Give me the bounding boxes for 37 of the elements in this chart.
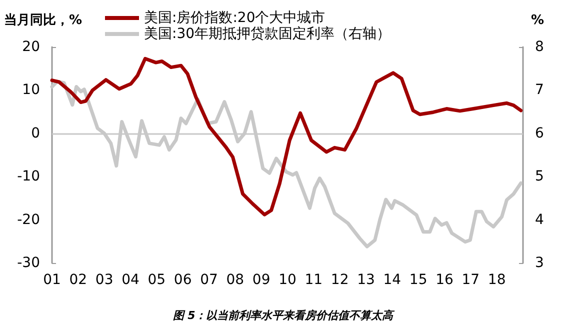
x-tick-label: 13 <box>357 272 375 288</box>
legend-label: 美国:30年期抵押贷款固定利率（右轴） <box>144 26 391 42</box>
y-tick-label: -30 <box>17 255 40 271</box>
y-tick-label: -20 <box>17 212 40 228</box>
x-tick-label: 12 <box>330 272 349 288</box>
line-series <box>50 80 523 248</box>
y2-tick-label: 6 <box>535 125 544 142</box>
x-tick-label: 10 <box>278 272 296 288</box>
line-series <box>50 56 523 216</box>
caption: 图 5：以当前利率水平来看房价估值不算太高 <box>172 309 396 322</box>
x-tick-label: 16 <box>436 272 454 288</box>
y-tick-label: 0 <box>31 125 40 142</box>
y-axis-title: 当月同比，% <box>4 13 82 28</box>
y2-tick-label: 5 <box>535 168 544 185</box>
x-tick-label: 11 <box>304 272 323 288</box>
y-tick-label: 20 <box>22 39 40 55</box>
x-tick-label: 03 <box>95 272 114 288</box>
x-tick-label: 15 <box>409 272 428 288</box>
y-tick-label: -10 <box>17 168 40 185</box>
x-tick-label: 18 <box>488 272 506 288</box>
y2-axis-title: % <box>530 13 544 28</box>
x-tick-label: 01 <box>43 272 61 288</box>
x-tick-label: 09 <box>252 272 270 288</box>
y2-tick-label: 3 <box>535 255 544 271</box>
y2-tick-label: 8 <box>535 39 544 55</box>
x-tick-label: 02 <box>69 272 88 288</box>
y-tick-label: 10 <box>22 82 40 98</box>
x-tick-label: 06 <box>174 272 192 288</box>
legend-label: 美国:房价指数:20个大中城市 <box>144 10 326 26</box>
x-tick-label: 08 <box>226 272 244 288</box>
x-tick-label: 14 <box>383 272 402 288</box>
x-tick-label: 07 <box>200 272 218 288</box>
y2-tick-label: 4 <box>535 212 544 228</box>
x-tick-label: 17 <box>462 272 480 288</box>
x-tick-label: 05 <box>148 272 166 288</box>
x-tick-label: 04 <box>122 272 140 288</box>
y2-tick-label: 7 <box>535 82 544 98</box>
